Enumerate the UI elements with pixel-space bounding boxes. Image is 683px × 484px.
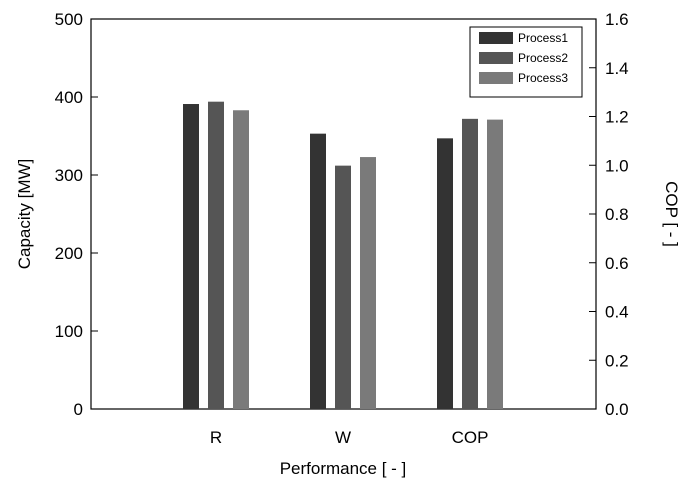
y-tick-label: 100 [55,322,83,341]
bar-process3-cop [487,119,503,410]
left-axis: 0 100 200 300 400 500 [55,10,98,419]
y2-tick-label: 0.8 [605,205,629,224]
y2-tick-label: 1.2 [605,108,629,127]
y-tick-label: 500 [55,10,83,29]
legend-label: Process1 [518,31,568,45]
legend-swatch [479,52,513,64]
bar-process2-r [208,101,224,410]
y-tick-label: 300 [55,166,83,185]
y2-axis-title: COP [ - ] [662,181,681,247]
y2-tick-label: 0.4 [605,303,629,322]
x-axis: R W COP [210,428,489,447]
legend-swatch [479,32,513,44]
legend-swatch [479,72,513,84]
y-tick-label: 0 [74,400,83,419]
bars [183,101,503,410]
y2-tick-label: 1.0 [605,156,629,175]
bar-process2-cop [462,118,478,409]
y2-tick-label: 0.0 [605,400,629,419]
x-tick-label: W [335,428,351,447]
bar-process3-r [233,110,249,409]
bar-process2-w [335,165,351,409]
bar-process1-cop [437,138,453,409]
y2-tick-label: 0.2 [605,351,629,370]
x-axis-title: Performance [ - ] [280,459,407,478]
legend-label: Process3 [518,71,568,85]
legend: Process1 Process2 Process3 [469,26,583,98]
right-axis: 0.0 0.2 0.4 0.6 0.8 1.0 1.2 1.4 1.6 [589,10,629,419]
bar-process1-r [183,104,199,410]
y2-tick-label: 1.4 [605,59,629,78]
bar-process3-w [360,157,376,409]
y2-tick-label: 0.6 [605,254,629,273]
y-tick-label: 200 [55,244,83,263]
bar-process1-w [310,133,326,409]
y2-tick-label: 1.6 [605,10,629,29]
y-axis-title: Capacity [MW] [15,159,34,270]
legend-label: Process2 [518,51,568,65]
x-tick-label: COP [452,428,489,447]
y-tick-label: 400 [55,88,83,107]
x-tick-label: R [210,428,222,447]
